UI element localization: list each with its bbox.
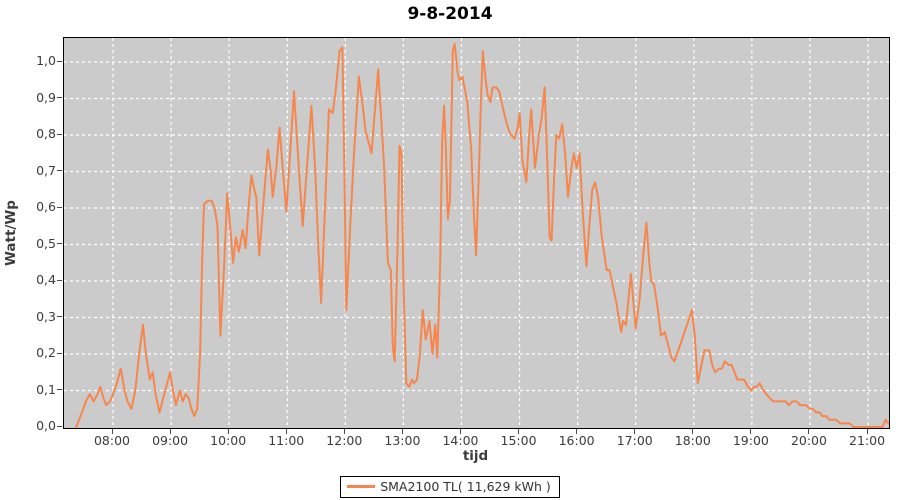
x-tick-mark: [750, 429, 752, 434]
y-tick-mark: [57, 425, 62, 427]
y-tick-label: 0,2: [36, 345, 56, 360]
y-tick-label: 0,3: [36, 308, 56, 324]
y-tick-label: 0,0: [36, 418, 56, 433]
x-tick-mark: [343, 429, 345, 434]
x-tick-label: 12:00: [326, 433, 363, 448]
x-tick-label: 14:00: [442, 433, 479, 448]
x-tick-label: 08:00: [93, 433, 131, 448]
y-tick-mark: [57, 389, 62, 390]
x-tick-label: 19:00: [732, 433, 769, 448]
x-tick-label: 18:00: [674, 433, 711, 448]
x-tick-label: 11:00: [268, 433, 305, 448]
y-tick-label: 0,6: [36, 199, 56, 214]
y-tick-mark: [57, 60, 62, 62]
y-tick-mark: [57, 97, 62, 98]
y-tick-mark: [57, 170, 62, 171]
x-tick-mark: [169, 429, 171, 434]
x-tick-label: 21:00: [849, 433, 886, 448]
legend-box: SMA2100 TL( 11,629 kWh ): [340, 476, 560, 498]
y-tick-label: 0,7: [36, 162, 56, 178]
legend-series-label: SMA2100 TL( 11,629 kWh ): [380, 479, 551, 494]
x-axis-title: tijd: [462, 448, 489, 464]
y-tick-label: 1,0: [36, 53, 56, 68]
y-tick-mark: [57, 279, 62, 281]
x-tick-label: 20:00: [790, 433, 827, 448]
x-tick-label: 13:00: [384, 433, 421, 448]
x-tick-label: 09:00: [152, 433, 189, 448]
y-tick-label: 0,4: [36, 272, 56, 287]
y-tick-label: 0,9: [36, 89, 56, 105]
y-tick-mark: [57, 206, 62, 208]
x-tick-label: 10:00: [210, 433, 247, 448]
legend-series-line-icon: [347, 485, 376, 488]
x-tick-mark: [576, 429, 578, 434]
x-tick-mark: [866, 429, 868, 434]
x-tick-mark: [692, 429, 694, 434]
legend: SMA2100 TL( 11,629 kWh ): [0, 476, 900, 498]
x-tick-mark: [808, 429, 810, 434]
x-tick-mark: [227, 429, 229, 434]
y-tick-mark: [57, 352, 62, 354]
y-tick-mark: [57, 316, 62, 317]
y-tick-label: 0,8: [36, 126, 56, 141]
x-tick-label: 16:00: [558, 433, 595, 448]
plot-area: [63, 37, 890, 429]
plot-canvas: [64, 38, 889, 428]
x-tick-label: 15:00: [500, 433, 537, 448]
y-tick-label: 0,1: [36, 381, 56, 397]
y-tick-mark: [57, 133, 62, 135]
x-tick-mark: [285, 429, 287, 434]
y-tick-mark: [57, 243, 62, 244]
x-tick-mark: [111, 429, 113, 434]
x-tick-mark: [401, 429, 403, 434]
x-tick-mark: [518, 429, 520, 434]
x-tick-mark: [459, 429, 461, 434]
x-tick-mark: [634, 429, 636, 434]
chart-title: 9-8-2014: [407, 4, 493, 24]
x-tick-label: 17:00: [616, 433, 653, 448]
y-tick-label: 0,5: [36, 235, 56, 251]
series-line: [75, 42, 889, 428]
